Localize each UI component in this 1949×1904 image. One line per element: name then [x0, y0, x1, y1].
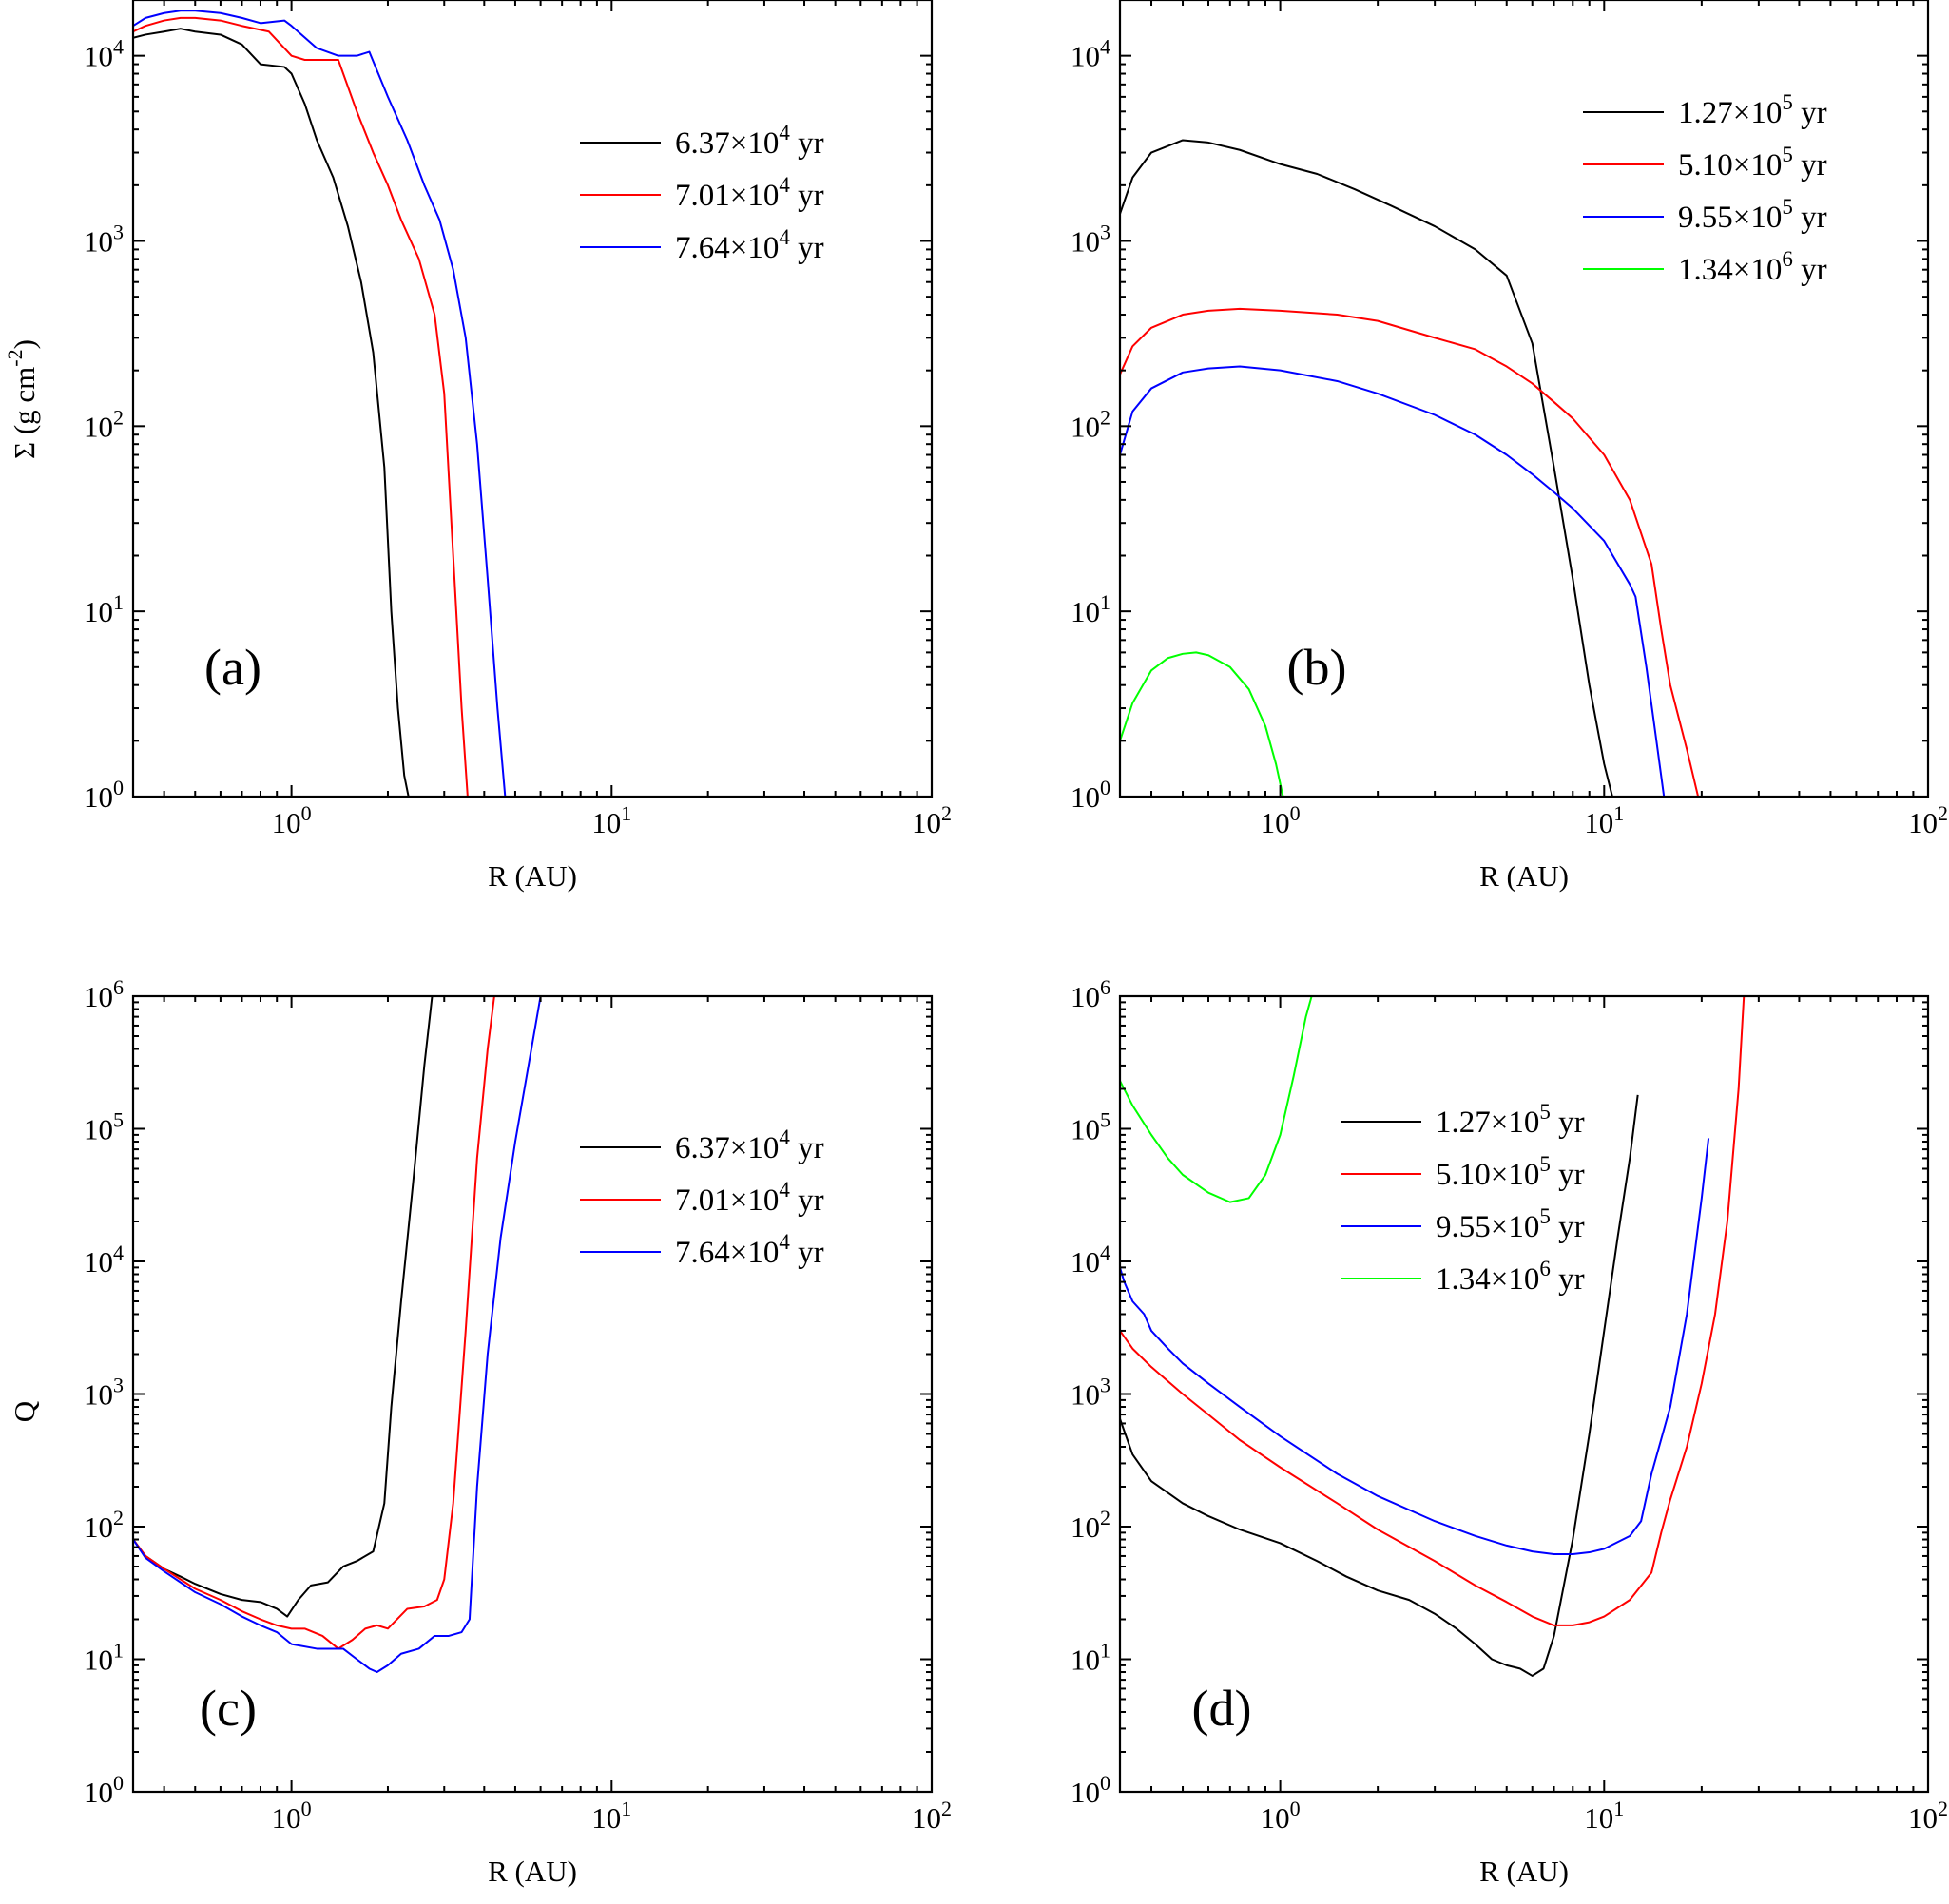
- panel-label: (b): [1287, 639, 1347, 696]
- legend: 6.37×104 yr 7.01×104 yr 7.64×104 yr: [580, 121, 824, 265]
- x-tick-label: 102: [912, 1797, 952, 1835]
- y-tick-label: 102: [1071, 1506, 1110, 1544]
- x-tick-label: 100: [272, 801, 312, 839]
- legend-label: 1.34×106 yr: [1678, 247, 1827, 287]
- legend-label: 1.27×105 yr: [1678, 90, 1827, 130]
- series-line-3: [1120, 365, 1666, 797]
- series-line-2: [1120, 996, 1746, 1626]
- legend-label: 6.37×104 yr: [675, 121, 824, 161]
- y-tick-label: 104: [84, 35, 124, 73]
- series-line-2: [1120, 307, 1700, 797]
- legend-label: 5.10×105 yr: [1678, 143, 1827, 183]
- panel-c: 100 101 102 100 101 102 103 104 105 106 R (AU) Q (c)…: [8, 975, 952, 1888]
- legend-label: 9.55×105 yr: [1436, 1204, 1585, 1244]
- y-tick-label: 106: [84, 975, 124, 1013]
- x-tick-label: 101: [591, 801, 631, 839]
- y-tick-label: 104: [84, 1240, 124, 1279]
- panel-label: (c): [200, 1680, 257, 1737]
- y-tick-label: 105: [1071, 1108, 1110, 1146]
- y-tick-label: 105: [84, 1108, 124, 1146]
- panel-d: 100 101 102 100 101 102 103 104 105 106 R (AU) (d) 1…: [1071, 975, 1948, 1888]
- y-tick-label: 101: [1071, 590, 1110, 628]
- y-axis-title: Σ (g cm-2): [3, 339, 41, 459]
- x-axis-title: R (AU): [1479, 859, 1569, 893]
- x-tick-label: 102: [1908, 1797, 1948, 1835]
- series-line-1: [133, 996, 434, 1618]
- x-tick-label: 101: [591, 1797, 631, 1835]
- x-axis-title: R (AU): [488, 859, 577, 893]
- y-tick-label: 101: [84, 1639, 124, 1677]
- x-axis-title: R (AU): [488, 1855, 577, 1888]
- panel-label: (d): [1192, 1680, 1252, 1737]
- plot-frame: [131, 994, 934, 1794]
- y-tick-label: 100: [1071, 1771, 1110, 1809]
- legend-label: 7.01×104 yr: [675, 1178, 824, 1218]
- y-tick-label: 103: [1071, 220, 1110, 258]
- y-tick-label: 106: [1071, 975, 1110, 1013]
- y-tick-label: 102: [84, 1506, 124, 1544]
- x-tick-label: 102: [912, 801, 952, 839]
- series-line-1: [133, 28, 410, 797]
- legend-label: 6.37×104 yr: [675, 1125, 824, 1165]
- series-line-2: [133, 996, 495, 1650]
- legend-label: 1.34×106 yr: [1436, 1257, 1585, 1297]
- legend: 6.37×104 yr 7.01×104 yr 7.64×104 yr: [580, 1125, 824, 1270]
- series-line-2: [133, 16, 469, 797]
- panel-a: 100 101 102 100 101 102 103 104 R (AU) Σ (g cm-2)…: [3, 0, 952, 893]
- series-line-4: [1120, 996, 1313, 1203]
- series-line-3: [1120, 1138, 1710, 1555]
- x-tick-label: 101: [1584, 1797, 1624, 1835]
- y-tick-label: 101: [84, 590, 124, 628]
- y-axis-title: Q: [8, 1401, 41, 1422]
- y-tick-label: 101: [1071, 1639, 1110, 1677]
- legend-label: 7.01×104 yr: [675, 173, 824, 213]
- y-tick-label: 104: [1071, 35, 1110, 73]
- legend-label: 7.64×104 yr: [675, 1230, 824, 1270]
- y-tick-label: 100: [84, 1771, 124, 1809]
- y-tick-label: 102: [1071, 405, 1110, 443]
- legend-label: 1.27×105 yr: [1436, 1100, 1585, 1140]
- series-line-3: [133, 10, 507, 797]
- y-tick-label: 104: [1071, 1240, 1110, 1279]
- y-tick-label: 103: [84, 1374, 124, 1412]
- x-tick-label: 100: [1261, 801, 1301, 839]
- legend: 1.27×105 yr 5.10×105 yr 9.55×105 yr 1.34×10…: [1583, 90, 1827, 287]
- plot-frame: [1118, 0, 1930, 798]
- x-tick-label: 101: [1584, 801, 1624, 839]
- x-axis-title: R (AU): [1479, 1855, 1569, 1888]
- panel-b: 100 101 102 100 101 102 103 104 R (AU) (b) 1.27×10…: [1071, 0, 1948, 893]
- plot-frame: [131, 0, 934, 798]
- series-line-4: [1120, 651, 1284, 797]
- series-line-1: [1120, 139, 1613, 797]
- y-tick-label: 100: [84, 776, 124, 814]
- panel-label: (a): [204, 639, 261, 696]
- x-tick-label: 102: [1908, 801, 1948, 839]
- legend: 1.27×105 yr 5.10×105 yr 9.55×105 yr 1.34×10…: [1341, 1100, 1585, 1297]
- x-tick-label: 100: [272, 1797, 312, 1835]
- legend-label: 7.64×104 yr: [675, 225, 824, 265]
- y-tick-label: 103: [84, 220, 124, 258]
- series-line-1: [1120, 1094, 1639, 1677]
- y-tick-label: 100: [1071, 776, 1110, 814]
- y-tick-label: 102: [84, 405, 124, 443]
- legend-label: 9.55×105 yr: [1678, 195, 1827, 235]
- y-tick-label: 103: [1071, 1374, 1110, 1412]
- x-tick-label: 100: [1261, 1797, 1301, 1835]
- legend-label: 5.10×105 yr: [1436, 1152, 1585, 1192]
- series-line-3: [133, 996, 542, 1674]
